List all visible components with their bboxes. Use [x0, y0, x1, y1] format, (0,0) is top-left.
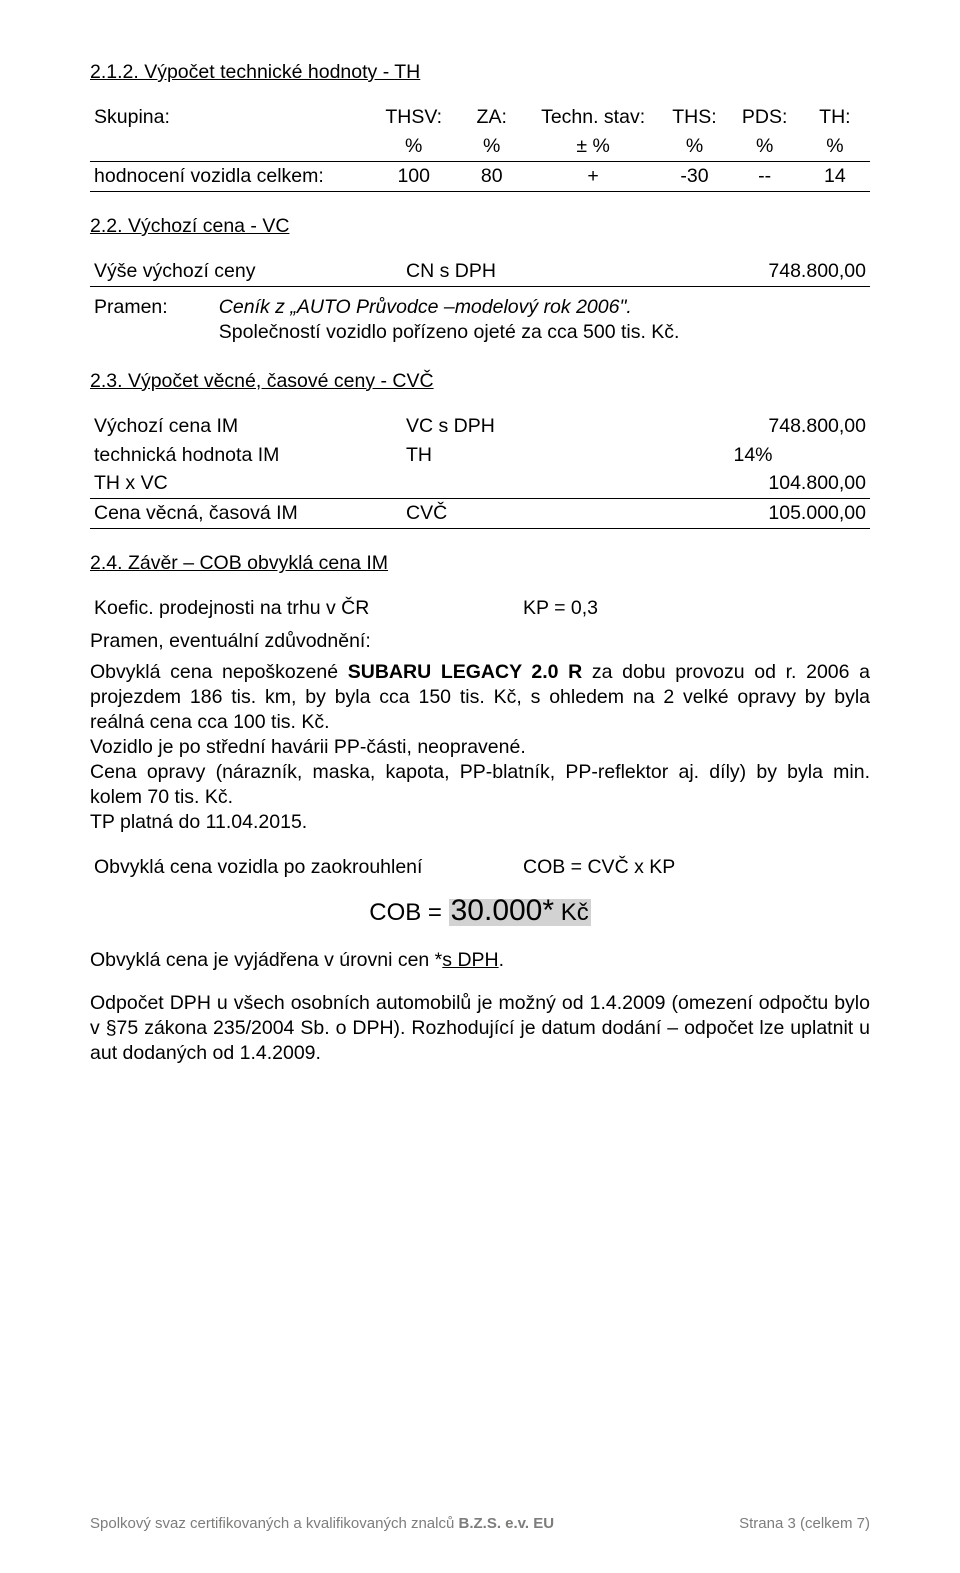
table-row: hodnocení vozidla celkem: 100 80 + -30 -…	[90, 161, 870, 191]
kp-row: Koefic. prodejnosti na trhu v ČR KP = 0,…	[90, 594, 870, 623]
page-footer: Spolkový svaz certifikovaných a kvalifik…	[90, 1514, 870, 1533]
table-row: technická hodnota IM TH 14%	[90, 441, 870, 470]
cell: Ceník z „AUTO Průvodce –modelový rok 200…	[215, 293, 870, 347]
cell: +	[527, 161, 660, 191]
vat-2: s DPH	[442, 949, 498, 971]
table-23: Výchozí cena IM VC s DPH 748.800,00 tech…	[90, 412, 870, 530]
cell: 104.800,00	[636, 469, 870, 498]
vat-line: Obvyklá cena je vyjádřena v úrovni cen *…	[90, 948, 870, 973]
cell: %	[800, 132, 870, 161]
section-24-title: 2.4. Závěr – COB obvyklá cena IM	[90, 551, 870, 576]
cell: COB = CVČ x KP	[519, 853, 870, 882]
para-2: Vozidlo je po střední havárii PP-části, …	[90, 735, 870, 760]
final-para: Odpočet DPH u všech osobních automobilů …	[90, 991, 870, 1066]
cell: Techn. stav:	[527, 103, 660, 132]
section-23: 2.3. Výpočet věcné, časové ceny - CVČ Vý…	[90, 369, 870, 530]
cell: %	[457, 132, 527, 161]
cell: Cena věcná, časová IM	[90, 499, 402, 529]
section-22-title: 2.2. Výchozí cena - VC	[90, 214, 870, 239]
cell: 80	[457, 161, 527, 191]
table-row: Cena věcná, časová IM CVČ 105.000,00	[90, 499, 870, 529]
footer-page: Strana 3 (celkem 7)	[739, 1514, 870, 1533]
footer-left-1: Spolkový svaz certifikovaných a kvalifik…	[90, 1515, 459, 1532]
pramen-block: Pramen: Ceník z „AUTO Průvodce –modelový…	[90, 293, 870, 347]
cell: CVČ	[402, 499, 636, 529]
table-row: Skupina: THSV: ZA: Techn. stav: THS: PDS…	[90, 103, 870, 132]
cell: 748.800,00	[636, 412, 870, 441]
cob-number: 30.000*	[451, 894, 554, 927]
para-4: TP platná do 11.04.2015.	[90, 810, 870, 835]
cell: PDS:	[730, 103, 800, 132]
cell: %	[371, 132, 457, 161]
cell: ± %	[527, 132, 660, 161]
cell: technická hodnota IM	[90, 441, 402, 470]
cell: Výchozí cena IM	[90, 412, 402, 441]
cell	[402, 469, 636, 498]
cell: THSV:	[371, 103, 457, 132]
table-row: Výše výchozí ceny CN s DPH 748.800,00	[90, 257, 870, 286]
cell: TH:	[800, 103, 870, 132]
cell: KP = 0,3	[519, 594, 870, 623]
cell: Výše výchozí ceny	[90, 257, 402, 286]
footer-left-2: B.Z.S. e.v. EU	[459, 1515, 555, 1532]
cell: --	[730, 161, 800, 191]
cell: Obvyklá cena vozidla po zaokrouhlení	[90, 853, 519, 882]
cell: %	[730, 132, 800, 161]
table-row: Koefic. prodejnosti na trhu v ČR KP = 0,…	[90, 594, 870, 623]
cell: TH x VC	[90, 469, 402, 498]
pramen-text-1: Ceník z „AUTO Průvodce –modelový rok 200…	[219, 296, 632, 318]
section-22: 2.2. Výchozí cena - VC Výše výchozí ceny…	[90, 214, 870, 347]
cell: Skupina:	[90, 103, 371, 132]
cell: 105.000,00	[636, 499, 870, 529]
cell: 14	[800, 161, 870, 191]
cob-row: Obvyklá cena vozidla po zaokrouhlení COB…	[90, 853, 870, 882]
cell: 100	[371, 161, 457, 191]
para-3: Cena opravy (nárazník, maska, kapota, PP…	[90, 760, 870, 810]
cob-prefix: COB =	[369, 899, 448, 926]
cell	[90, 132, 371, 161]
table-row: % % ± % % % %	[90, 132, 870, 161]
pramen-label: Pramen, eventuální zdůvodnění:	[90, 629, 870, 654]
section-23-title: 2.3. Výpočet věcné, časové ceny - CVČ	[90, 369, 870, 394]
cell: %	[659, 132, 729, 161]
table-row: Pramen: Ceník z „AUTO Průvodce –modelový…	[90, 293, 870, 347]
cell: TH	[402, 441, 636, 470]
table-row: TH x VC 104.800,00	[90, 469, 870, 498]
para-1a: Obvyklá cena nepoškozené	[90, 661, 348, 683]
cell: Koefic. prodejnosti na trhu v ČR	[90, 594, 519, 623]
cell: THS:	[659, 103, 729, 132]
para-1: Obvyklá cena nepoškozené SUBARU LEGACY 2…	[90, 660, 870, 735]
table-22: Výše výchozí ceny CN s DPH 748.800,00	[90, 257, 870, 287]
table-212: Skupina: THSV: ZA: Techn. stav: THS: PDS…	[90, 103, 870, 192]
cob-suffix: Kč	[554, 899, 589, 926]
cell: -30	[659, 161, 729, 191]
cell: CN s DPH	[402, 257, 636, 286]
vat-1: Obvyklá cena je vyjádřena v úrovni cen *	[90, 949, 442, 971]
cell: 14%	[636, 441, 870, 470]
pramen-text-2: Společností vozidlo pořízeno ojeté za cc…	[219, 321, 680, 343]
section-24: 2.4. Závěr – COB obvyklá cena IM Koefic.…	[90, 551, 870, 1066]
section-212-title: 2.1.2. Výpočet technické hodnoty - TH	[90, 60, 870, 85]
cell: 748.800,00	[636, 257, 870, 286]
cell: hodnocení vozidla celkem:	[90, 161, 371, 191]
table-row: Výchozí cena IM VC s DPH 748.800,00	[90, 412, 870, 441]
section-212: 2.1.2. Výpočet technické hodnoty - TH Sk…	[90, 60, 870, 192]
vat-3: .	[499, 949, 504, 971]
cell: VC s DPH	[402, 412, 636, 441]
para-1b: SUBARU LEGACY 2.0 R	[348, 661, 583, 683]
cell: ZA:	[457, 103, 527, 132]
cob-result: COB = 30.000* Kč	[90, 892, 870, 930]
table-row: Obvyklá cena vozidla po zaokrouhlení COB…	[90, 853, 870, 882]
cell: Pramen:	[90, 293, 215, 347]
